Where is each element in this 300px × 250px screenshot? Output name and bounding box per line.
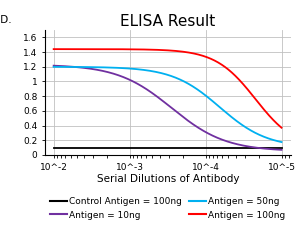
Antigen = 100ng (274, 121, 278, 124)
Antigen = 50ng (274, 139, 278, 142)
Antigen = 10ng (175, 111, 179, 114)
Legend: Control Antigen = 100ng, Antigen = 10ng, Antigen = 50ng, Antigen = 100ng: Control Antigen = 100ng, Antigen = 10ng,… (50, 197, 286, 220)
Control Antigen = 100ng (161, 146, 165, 149)
Control Antigen = 100ng (274, 146, 278, 149)
Control Antigen = 100ng (175, 146, 179, 149)
Antigen = 50ng (161, 72, 165, 75)
Antigen = 10ng (52, 64, 56, 67)
Line: Antigen = 10ng: Antigen = 10ng (54, 66, 281, 150)
X-axis label: Serial Dilutions of Antibody: Serial Dilutions of Antibody (97, 174, 239, 184)
Control Antigen = 100ng (280, 146, 283, 149)
Antigen = 100ng (160, 48, 164, 51)
Antigen = 50ng (188, 83, 191, 86)
Antigen = 10ng (280, 148, 283, 151)
Control Antigen = 100ng (238, 146, 242, 149)
Control Antigen = 100ng (52, 146, 56, 149)
Antigen = 10ng (188, 120, 191, 123)
Antigen = 100ng (238, 80, 242, 82)
Antigen = 100ng (161, 48, 165, 51)
Antigen = 50ng (160, 72, 164, 75)
Line: Antigen = 50ng: Antigen = 50ng (54, 67, 281, 142)
Antigen = 100ng (52, 48, 56, 50)
Antigen = 10ng (274, 148, 278, 151)
Antigen = 100ng (188, 51, 191, 54)
Antigen = 50ng (52, 65, 56, 68)
Title: ELISA Result: ELISA Result (120, 14, 216, 29)
Text: O.D.: O.D. (0, 15, 12, 25)
Antigen = 50ng (280, 140, 283, 143)
Antigen = 100ng (280, 126, 283, 129)
Antigen = 50ng (175, 77, 179, 80)
Control Antigen = 100ng (188, 146, 191, 149)
Line: Antigen = 100ng: Antigen = 100ng (54, 49, 281, 128)
Antigen = 100ng (175, 50, 179, 52)
Control Antigen = 100ng (160, 146, 164, 149)
Antigen = 10ng (238, 144, 242, 146)
Antigen = 10ng (160, 99, 164, 102)
Antigen = 10ng (161, 100, 165, 103)
Antigen = 50ng (238, 122, 242, 125)
